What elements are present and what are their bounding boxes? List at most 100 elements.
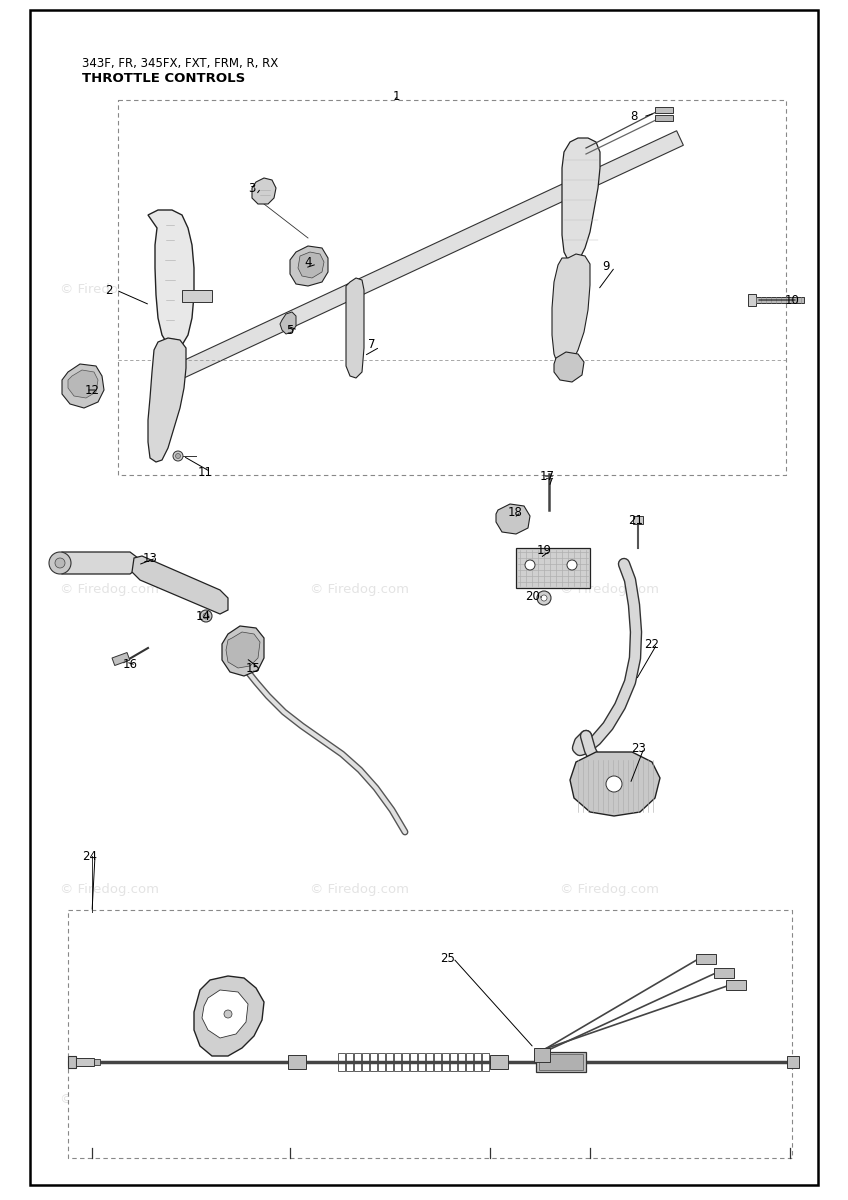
Bar — [434, 1054, 441, 1070]
Text: 21: 21 — [628, 514, 643, 527]
Bar — [726, 980, 746, 990]
Polygon shape — [570, 752, 660, 816]
Text: 25: 25 — [440, 952, 455, 965]
Text: 20: 20 — [525, 589, 540, 602]
Text: 16: 16 — [123, 659, 138, 672]
Bar — [394, 1054, 401, 1070]
Bar — [752, 296, 804, 302]
Bar — [655, 107, 673, 113]
Text: 11: 11 — [198, 466, 213, 479]
Text: 3: 3 — [248, 181, 255, 194]
Text: 343F, FR, 345FX, FXT, FRM, R, RX: 343F, FR, 345FX, FXT, FRM, R, RX — [82, 56, 278, 70]
Polygon shape — [148, 210, 194, 348]
Text: © Firedog.com: © Firedog.com — [560, 883, 659, 896]
Text: © Firedog.com: © Firedog.com — [560, 283, 659, 296]
Polygon shape — [252, 178, 276, 204]
Text: THROTTLE CONTROLS: THROTTLE CONTROLS — [82, 72, 245, 85]
Bar — [118, 100, 786, 475]
Text: 22: 22 — [644, 637, 659, 650]
Polygon shape — [298, 252, 324, 278]
Circle shape — [173, 451, 183, 461]
Text: 19: 19 — [537, 545, 552, 558]
Bar — [458, 1054, 465, 1070]
Bar — [94, 1058, 100, 1066]
Polygon shape — [194, 976, 264, 1056]
Bar — [76, 1058, 94, 1066]
Bar — [418, 1054, 425, 1070]
Bar — [474, 1054, 481, 1070]
Bar — [378, 1054, 385, 1070]
Bar — [362, 1054, 369, 1070]
Polygon shape — [562, 138, 600, 262]
Polygon shape — [554, 352, 584, 382]
Text: 5: 5 — [286, 324, 293, 336]
Bar — [787, 1056, 799, 1068]
Text: © Firedog.com: © Firedog.com — [60, 583, 159, 596]
Text: © Firedog.com: © Firedog.com — [310, 1093, 409, 1106]
Circle shape — [200, 610, 212, 622]
Text: 17: 17 — [540, 469, 555, 482]
Circle shape — [567, 560, 577, 570]
Polygon shape — [132, 556, 228, 614]
Polygon shape — [62, 364, 104, 408]
Bar — [655, 115, 673, 121]
Circle shape — [55, 558, 65, 568]
Polygon shape — [496, 504, 530, 534]
Bar — [410, 1054, 417, 1070]
Polygon shape — [346, 278, 364, 378]
Bar — [354, 1054, 361, 1070]
Bar — [386, 1054, 393, 1070]
Bar — [516, 548, 590, 588]
Polygon shape — [202, 990, 248, 1038]
Text: © Firedog.com: © Firedog.com — [310, 283, 409, 296]
Text: 9: 9 — [602, 260, 610, 274]
Polygon shape — [162, 131, 683, 385]
Bar — [450, 1054, 457, 1070]
Bar — [536, 1052, 586, 1072]
Bar — [539, 1054, 583, 1070]
Text: © Firedog.com: © Firedog.com — [310, 883, 409, 896]
Bar — [696, 954, 716, 964]
Bar — [112, 653, 130, 666]
Bar — [346, 1054, 353, 1070]
Bar — [68, 1056, 76, 1068]
Text: 2: 2 — [105, 283, 113, 296]
Text: 8: 8 — [630, 110, 638, 124]
Circle shape — [224, 1010, 232, 1018]
Text: © Firedog.com: © Firedog.com — [310, 583, 409, 596]
Circle shape — [541, 595, 547, 601]
Bar — [68, 910, 792, 1158]
Text: 1: 1 — [393, 90, 400, 102]
Text: 18: 18 — [508, 505, 523, 518]
Circle shape — [525, 560, 535, 570]
Text: 15: 15 — [246, 661, 261, 674]
Bar — [633, 516, 643, 524]
Circle shape — [606, 776, 622, 792]
Text: 13: 13 — [143, 552, 158, 564]
Text: 7: 7 — [368, 338, 376, 352]
Bar — [288, 1055, 306, 1069]
Text: © Firedog.com: © Firedog.com — [60, 283, 159, 296]
Polygon shape — [280, 312, 296, 334]
Bar — [182, 290, 212, 302]
Polygon shape — [68, 370, 98, 398]
Bar — [402, 1054, 409, 1070]
Bar — [426, 1054, 433, 1070]
Text: © Firedog.com: © Firedog.com — [560, 1093, 659, 1106]
Polygon shape — [54, 552, 138, 574]
Circle shape — [176, 454, 181, 458]
Text: 10: 10 — [785, 294, 800, 306]
Bar — [338, 1054, 345, 1070]
Circle shape — [537, 590, 551, 605]
Polygon shape — [290, 246, 328, 286]
Circle shape — [203, 613, 209, 619]
Bar — [748, 294, 756, 306]
Text: 23: 23 — [631, 742, 646, 755]
Text: © Firedog.com: © Firedog.com — [60, 1093, 159, 1106]
Bar — [482, 1054, 489, 1070]
Circle shape — [49, 552, 71, 574]
Bar — [490, 1055, 508, 1069]
Text: © Firedog.com: © Firedog.com — [560, 583, 659, 596]
Bar — [370, 1054, 377, 1070]
Polygon shape — [148, 338, 186, 462]
